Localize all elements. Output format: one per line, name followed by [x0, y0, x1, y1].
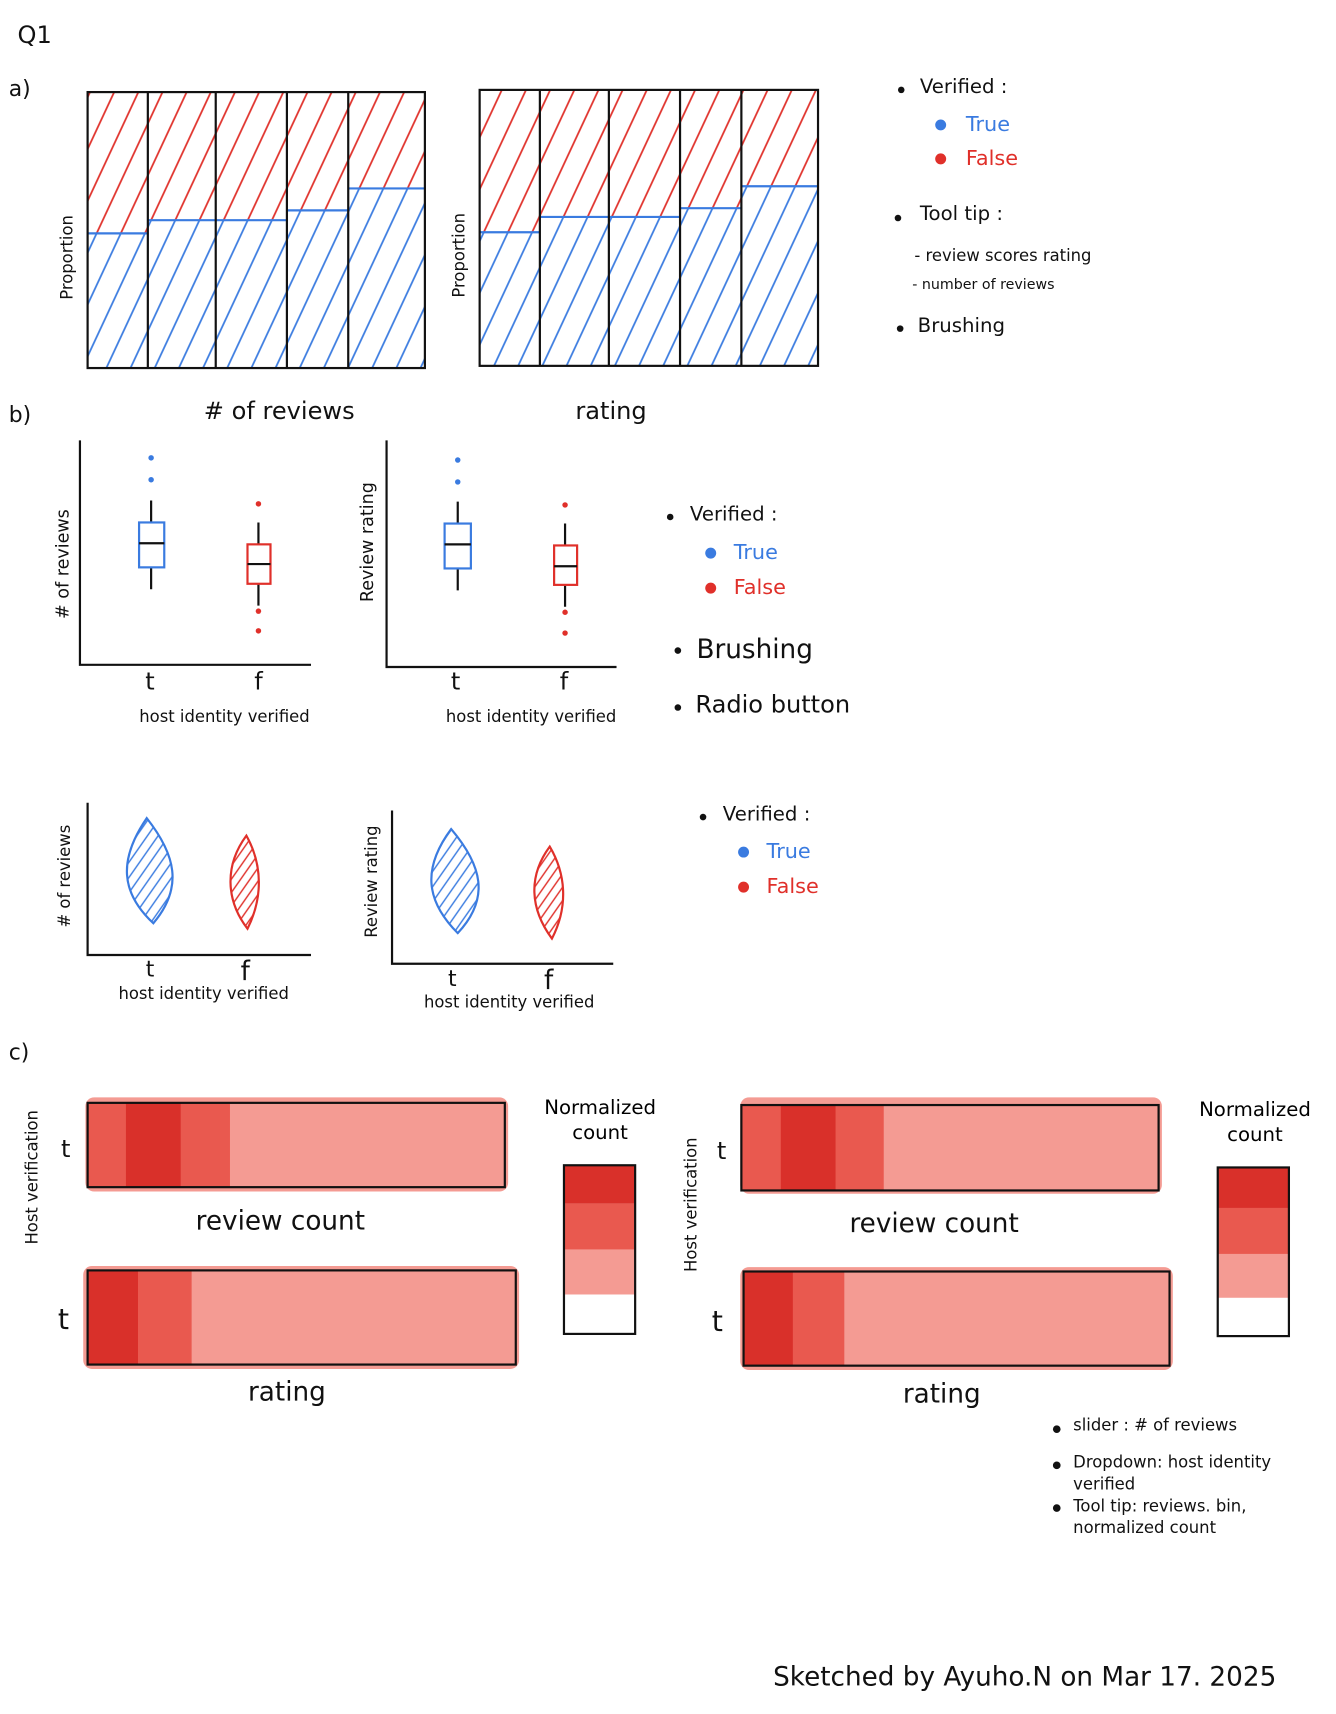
box-plot: # of reviews t f host identity verified	[54, 440, 312, 726]
legend-title-text: Normalized count	[1199, 1098, 1311, 1148]
box-plot: Review rating t f host identity verified	[358, 440, 617, 726]
mosaic-chart: Proportion # of reviews	[57, 90, 426, 425]
mosaic-chart: Proportion rating	[449, 88, 820, 425]
page-title: Q1	[18, 21, 52, 49]
x-tick-label: f	[254, 667, 263, 695]
tooltip-item: - number of reviews	[912, 277, 1054, 293]
x-tick-label: f	[241, 957, 251, 987]
legend-item: False	[966, 146, 1018, 170]
y-axis-label: Proportion	[57, 215, 76, 300]
tooltip-title: Tool tip :	[919, 202, 1003, 225]
note-text: Tool tip: reviews. bin, normalized count	[1073, 1495, 1247, 1538]
y-axis-label: Host verification	[22, 1110, 41, 1245]
y-axis-label: # of reviews	[55, 825, 74, 928]
legend-title: Verified :	[920, 75, 1008, 98]
x-tick-label: t	[448, 967, 457, 992]
x-axis-label: # of reviews	[204, 397, 355, 425]
x-tick-label: t	[145, 667, 154, 695]
legend-title: Normalized count	[544, 1096, 656, 1145]
note: Dropdown: host identity verified	[1073, 1452, 1272, 1494]
legend-item: True	[766, 839, 811, 863]
y-axis-label: Review rating	[362, 825, 381, 937]
legend-item: False	[734, 575, 786, 599]
y-axis-label: Host verification	[682, 1137, 701, 1272]
notes: Verified : True False	[699, 802, 819, 898]
section-label: a)	[9, 77, 31, 102]
notes: Verified : True False Brushing Radio but…	[666, 502, 850, 718]
x-axis-label: host identity verified	[118, 984, 288, 1003]
interaction-note: Radio button	[695, 690, 850, 718]
legend-item: True	[965, 112, 1010, 136]
legend-title: Normalized count	[1199, 1098, 1311, 1148]
interaction-note: Brushing	[696, 635, 812, 665]
violin-plot: Review rating t f host identity verified	[362, 810, 614, 1012]
note-text: slider : # of reviews	[1073, 1414, 1238, 1435]
y-axis-label: # of reviews	[54, 509, 74, 619]
x-axis-label: host identity verified	[424, 993, 594, 1012]
interaction-note: Brushing	[918, 314, 1005, 337]
note: Tool tip: reviews. bin, normalized count	[1073, 1495, 1247, 1538]
x-axis-label: rating	[903, 1380, 981, 1410]
footer: Sketched by Ayuho.N on Mar 17. 2025	[773, 1662, 1276, 1692]
heatmap-panel: Host verification t review count t ratin…	[22, 1096, 656, 1408]
x-axis-label: review count	[196, 1207, 365, 1237]
y-axis-label: Proportion	[449, 213, 468, 298]
heatmap-panel: Host verification t review count t ratin…	[682, 1097, 1311, 1410]
legend-title: Verified :	[690, 502, 778, 525]
legend-title: Verified :	[723, 802, 811, 825]
y-axis-label: Review rating	[358, 482, 378, 602]
x-axis-label: review count	[849, 1209, 1018, 1239]
x-tick-label: f	[560, 667, 569, 695]
note: slider : # of reviews	[1073, 1414, 1238, 1435]
x-axis-label: host identity verified	[446, 707, 616, 726]
x-axis-label: host identity verified	[139, 707, 309, 726]
tooltip-item: - review scores rating	[914, 246, 1091, 265]
section-label: b)	[9, 403, 31, 428]
x-axis-label: rating	[248, 1378, 326, 1408]
notes: Verified : True False Tool tip : - revie…	[894, 75, 1091, 337]
y-tick-label: t	[58, 1303, 69, 1336]
y-tick-label: t	[61, 1135, 70, 1163]
legend-title-text: Normalized count	[544, 1096, 656, 1145]
legend-item: False	[767, 874, 819, 898]
violin-plot: # of reviews t f host identity verified	[55, 802, 312, 1003]
note-text: Dropdown: host identity verified	[1073, 1452, 1272, 1494]
legend-item: True	[733, 540, 778, 564]
x-tick-label: t	[451, 667, 460, 695]
x-tick-label: f	[544, 966, 554, 996]
notes: slider : # of reviews Dropdown: host ide…	[1052, 1414, 1272, 1538]
section-label: c)	[9, 1041, 30, 1066]
x-tick-label: t	[146, 957, 155, 982]
y-tick-label: t	[717, 1137, 726, 1165]
x-axis-label: rating	[575, 397, 646, 425]
y-tick-label: t	[712, 1305, 723, 1338]
